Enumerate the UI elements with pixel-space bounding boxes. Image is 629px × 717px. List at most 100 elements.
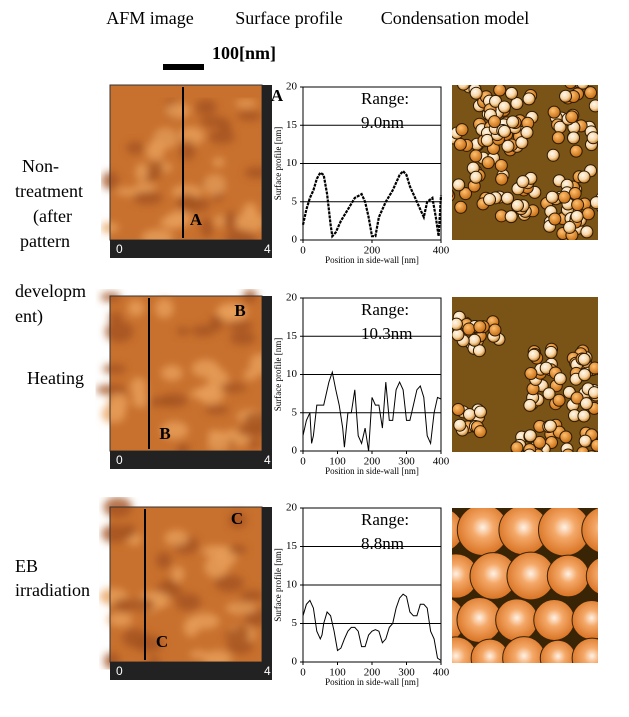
row-label: pattern [20,231,70,251]
afm-spot [102,363,127,374]
afm-spot [229,330,256,345]
x-tick-label: 100 [329,456,346,468]
sphere [495,598,539,642]
afm-axis-strip [110,662,272,680]
y-axis-label: Surface profile [nm] [273,127,283,200]
afm-spot [212,157,225,167]
x-tick-label: 200 [364,667,381,679]
afm-spot [159,216,184,229]
afm-spot [108,312,123,322]
particle [567,131,581,145]
particle [501,139,515,153]
particle [590,438,598,452]
afm-spot [237,424,269,437]
particle [587,450,597,452]
row-label: EB [15,556,38,576]
particle [564,85,577,90]
particle [552,393,566,407]
particle [571,242,583,254]
afm-axis-end: 4 [264,453,271,467]
particle [455,123,469,137]
particle [527,348,541,362]
afm-spot [160,365,183,382]
particle [568,186,582,200]
particle [596,101,598,109]
particle [454,200,468,214]
particle [524,367,538,381]
section-marker: B [234,301,245,320]
particle [571,244,583,256]
profile-line [302,370,442,452]
particle [562,448,574,452]
row-label: irradiation [15,580,90,600]
particle [452,403,465,417]
afm-spot [183,617,200,638]
column-header: Surface profile [235,8,342,28]
particle [545,190,559,204]
particle [483,193,497,207]
afm-spot [177,193,197,212]
particle [455,71,467,83]
x-tick-label: 200 [364,456,381,468]
afm-spot [223,211,238,231]
afm-spot [152,127,179,149]
particle [488,323,502,337]
particle [510,97,524,111]
afm-axis-strip [110,451,272,469]
particle [557,190,571,204]
afm-spot [171,566,185,583]
afm-spot [228,511,247,529]
particle [546,148,560,162]
afm-spot [100,292,121,302]
particle [523,449,534,452]
particle [497,100,511,114]
afm-image: 0 4 C C [99,497,272,680]
afm-spot [179,139,196,161]
section-marker: A [271,86,284,105]
afm-spot [204,405,229,415]
afm-spot [209,314,224,332]
row-label: treatment [15,181,83,201]
particle [569,144,583,158]
afm-spot [101,524,129,544]
y-tick-label: 10 [286,157,298,169]
particle [581,207,595,221]
particle [576,446,590,452]
particle [547,105,561,119]
afm-spot [171,185,203,199]
afm-spot [95,384,127,396]
particle [452,328,465,342]
afm-spot [177,126,205,146]
section-marker: A [190,210,203,229]
particle [577,352,591,366]
particle [510,199,524,213]
y-tick-label: 0 [292,234,298,246]
particle [522,92,536,106]
y-tick-label: 5 [292,406,298,418]
afm-spot [155,551,172,569]
afm-spot [225,602,257,615]
afm-spot [176,326,190,336]
afm-spot [208,129,235,144]
particle [453,137,467,151]
afm-spot [219,382,247,393]
particle [576,453,588,465]
afm-spot [191,359,220,378]
row-label: developm [15,281,86,301]
particle [577,409,591,423]
particle [544,345,558,359]
afm-spot [214,574,244,593]
y-tick-label: 15 [286,540,298,552]
afm-texture [101,97,271,249]
sphere [502,636,546,663]
x-axis-label: Position in side-wall [nm] [325,466,419,476]
afm-spot [227,320,254,331]
section-marker: C [156,632,168,651]
range-title: Range: [361,300,409,319]
particle [523,398,537,412]
afm-spot [207,435,231,453]
particle [601,435,613,447]
particle [473,425,487,439]
afm-spot [126,141,144,155]
afm-spot [217,304,248,320]
